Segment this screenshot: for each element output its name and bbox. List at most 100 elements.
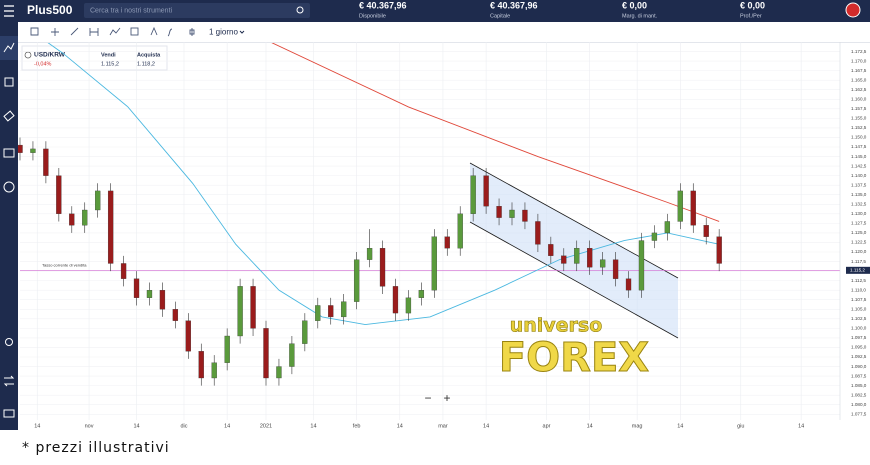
candle-body	[289, 343, 295, 367]
tool-icon[interactable]	[150, 26, 158, 36]
x-tick-label: 14	[310, 423, 316, 429]
moving-average	[271, 43, 720, 222]
stat-value: € 0,00	[622, 0, 647, 10]
candle-body	[82, 209, 88, 226]
tool-icon[interactable]	[189, 28, 195, 36]
dropdown-caret[interactable]	[239, 30, 245, 34]
stat-label: Prof./Per	[740, 13, 762, 19]
candle-body	[18, 144, 23, 153]
search-icon[interactable]	[296, 6, 304, 14]
search-placeholder: Cerca tra i nostri strumenti	[90, 7, 173, 14]
y-tick-label: 1.127,5	[851, 221, 867, 226]
candle-body	[444, 236, 450, 249]
channel-line	[469, 221, 679, 339]
candle-body	[302, 320, 308, 344]
info-icon[interactable]	[24, 51, 32, 59]
timeframe[interactable]: 1 giorno	[209, 28, 238, 37]
y-tick-label: 1.102,5	[851, 316, 867, 321]
candle-body	[315, 305, 321, 321]
y-tick-label: 1.092,5	[851, 354, 867, 359]
sidebar	[0, 22, 18, 430]
y-tick-label: 1.097,5	[851, 335, 867, 340]
candle-body	[276, 366, 282, 379]
stat-label: Marg. di mant.	[622, 13, 658, 19]
y-tick-label: 1.100,0	[851, 326, 867, 331]
zoom-out[interactable]: −	[424, 391, 431, 405]
stat-value: € 0,00	[740, 0, 765, 10]
x-tick-label: giu	[737, 423, 744, 429]
x-tick-label: 14	[224, 423, 230, 429]
candle-body	[69, 213, 75, 226]
y-tick-label: 1.157,5	[851, 106, 867, 111]
stat-label: Disponibile	[359, 13, 386, 19]
candle-body	[211, 362, 217, 379]
y-tick-label: 1.080,0	[851, 402, 867, 407]
candle-body	[263, 328, 269, 379]
candle-body	[716, 236, 722, 264]
candle-body	[172, 309, 179, 321]
y-tick-label: 1.152,5	[851, 125, 867, 130]
y-tick-label: 1.137,5	[851, 182, 867, 187]
y-tick-label: 1.132,5	[851, 201, 867, 206]
search-box[interactable]	[84, 3, 310, 18]
x-tick-label: nov	[85, 423, 94, 429]
stat-value: € 40.367,96	[359, 0, 407, 10]
tool-icon[interactable]	[130, 27, 139, 36]
candle-body	[43, 148, 49, 176]
y-tick-label: 1.172,5	[851, 49, 867, 54]
chat-icon[interactable]	[3, 409, 15, 418]
tag-icon[interactable]	[3, 110, 15, 122]
candle-body	[703, 225, 709, 237]
y-tick-label: 1.160,0	[851, 96, 867, 101]
switch-icon[interactable]	[3, 375, 15, 387]
candle-body	[392, 286, 399, 314]
trade-icon[interactable]	[4, 77, 14, 87]
y-tick-label: 1.125,0	[851, 230, 867, 235]
candle-body	[561, 255, 567, 264]
y-tick-label: 1.142,5	[851, 163, 867, 168]
buy-label: Acquista	[137, 52, 161, 58]
account-icon[interactable]	[845, 2, 861, 18]
y-tick-label: 1.107,5	[851, 297, 867, 302]
theme-icon[interactable]	[5, 338, 13, 346]
y-tick-label: 1.150,0	[851, 135, 867, 140]
candle-body	[651, 232, 658, 241]
candle-body	[353, 259, 360, 302]
tool-icon[interactable]	[70, 27, 79, 36]
candle-body	[548, 244, 554, 256]
current-price-name: Tasso corrente di vendita	[42, 262, 87, 267]
x-tick-label: mar	[438, 423, 448, 429]
clock-icon[interactable]	[3, 181, 15, 193]
x-tick-label: 14	[483, 423, 489, 429]
tool-icon[interactable]	[30, 27, 39, 36]
x-tick-label: feb	[353, 423, 361, 429]
tool-icon[interactable]	[51, 28, 59, 36]
candle-body	[159, 290, 166, 310]
candle-body	[677, 190, 683, 222]
y-tick-label: 1.122,5	[851, 240, 867, 245]
candle-body	[379, 248, 386, 287]
tool-icon[interactable]	[167, 28, 173, 37]
chart-icon[interactable]	[3, 42, 15, 53]
instrument-symbol: USD/KRW	[34, 52, 66, 59]
stat-value: € 40.367,96	[490, 0, 538, 10]
candle-body	[457, 213, 463, 249]
candle-body	[250, 286, 256, 329]
tool-icon[interactable]	[109, 27, 121, 36]
y-tick-label: 1.155,0	[851, 116, 867, 121]
menu-icon[interactable]	[4, 5, 14, 17]
zoom-in[interactable]: +	[443, 391, 450, 405]
tool-icon[interactable]	[89, 28, 99, 36]
grid	[20, 42, 840, 420]
candle-body	[341, 301, 347, 318]
x-tick-label: 14	[677, 423, 683, 429]
portfolio-icon[interactable]	[3, 148, 15, 158]
candle-body	[120, 263, 127, 279]
y-tick-label: 1.112,5	[851, 278, 866, 283]
candle-body	[146, 290, 153, 298]
watermark: FOREX	[499, 335, 649, 381]
y-tick-label: 1.140,0	[851, 173, 867, 178]
buy-price: 1.118,2	[137, 61, 155, 67]
candle-body	[133, 278, 140, 298]
y-tick-label: 1.090,0	[851, 364, 867, 369]
